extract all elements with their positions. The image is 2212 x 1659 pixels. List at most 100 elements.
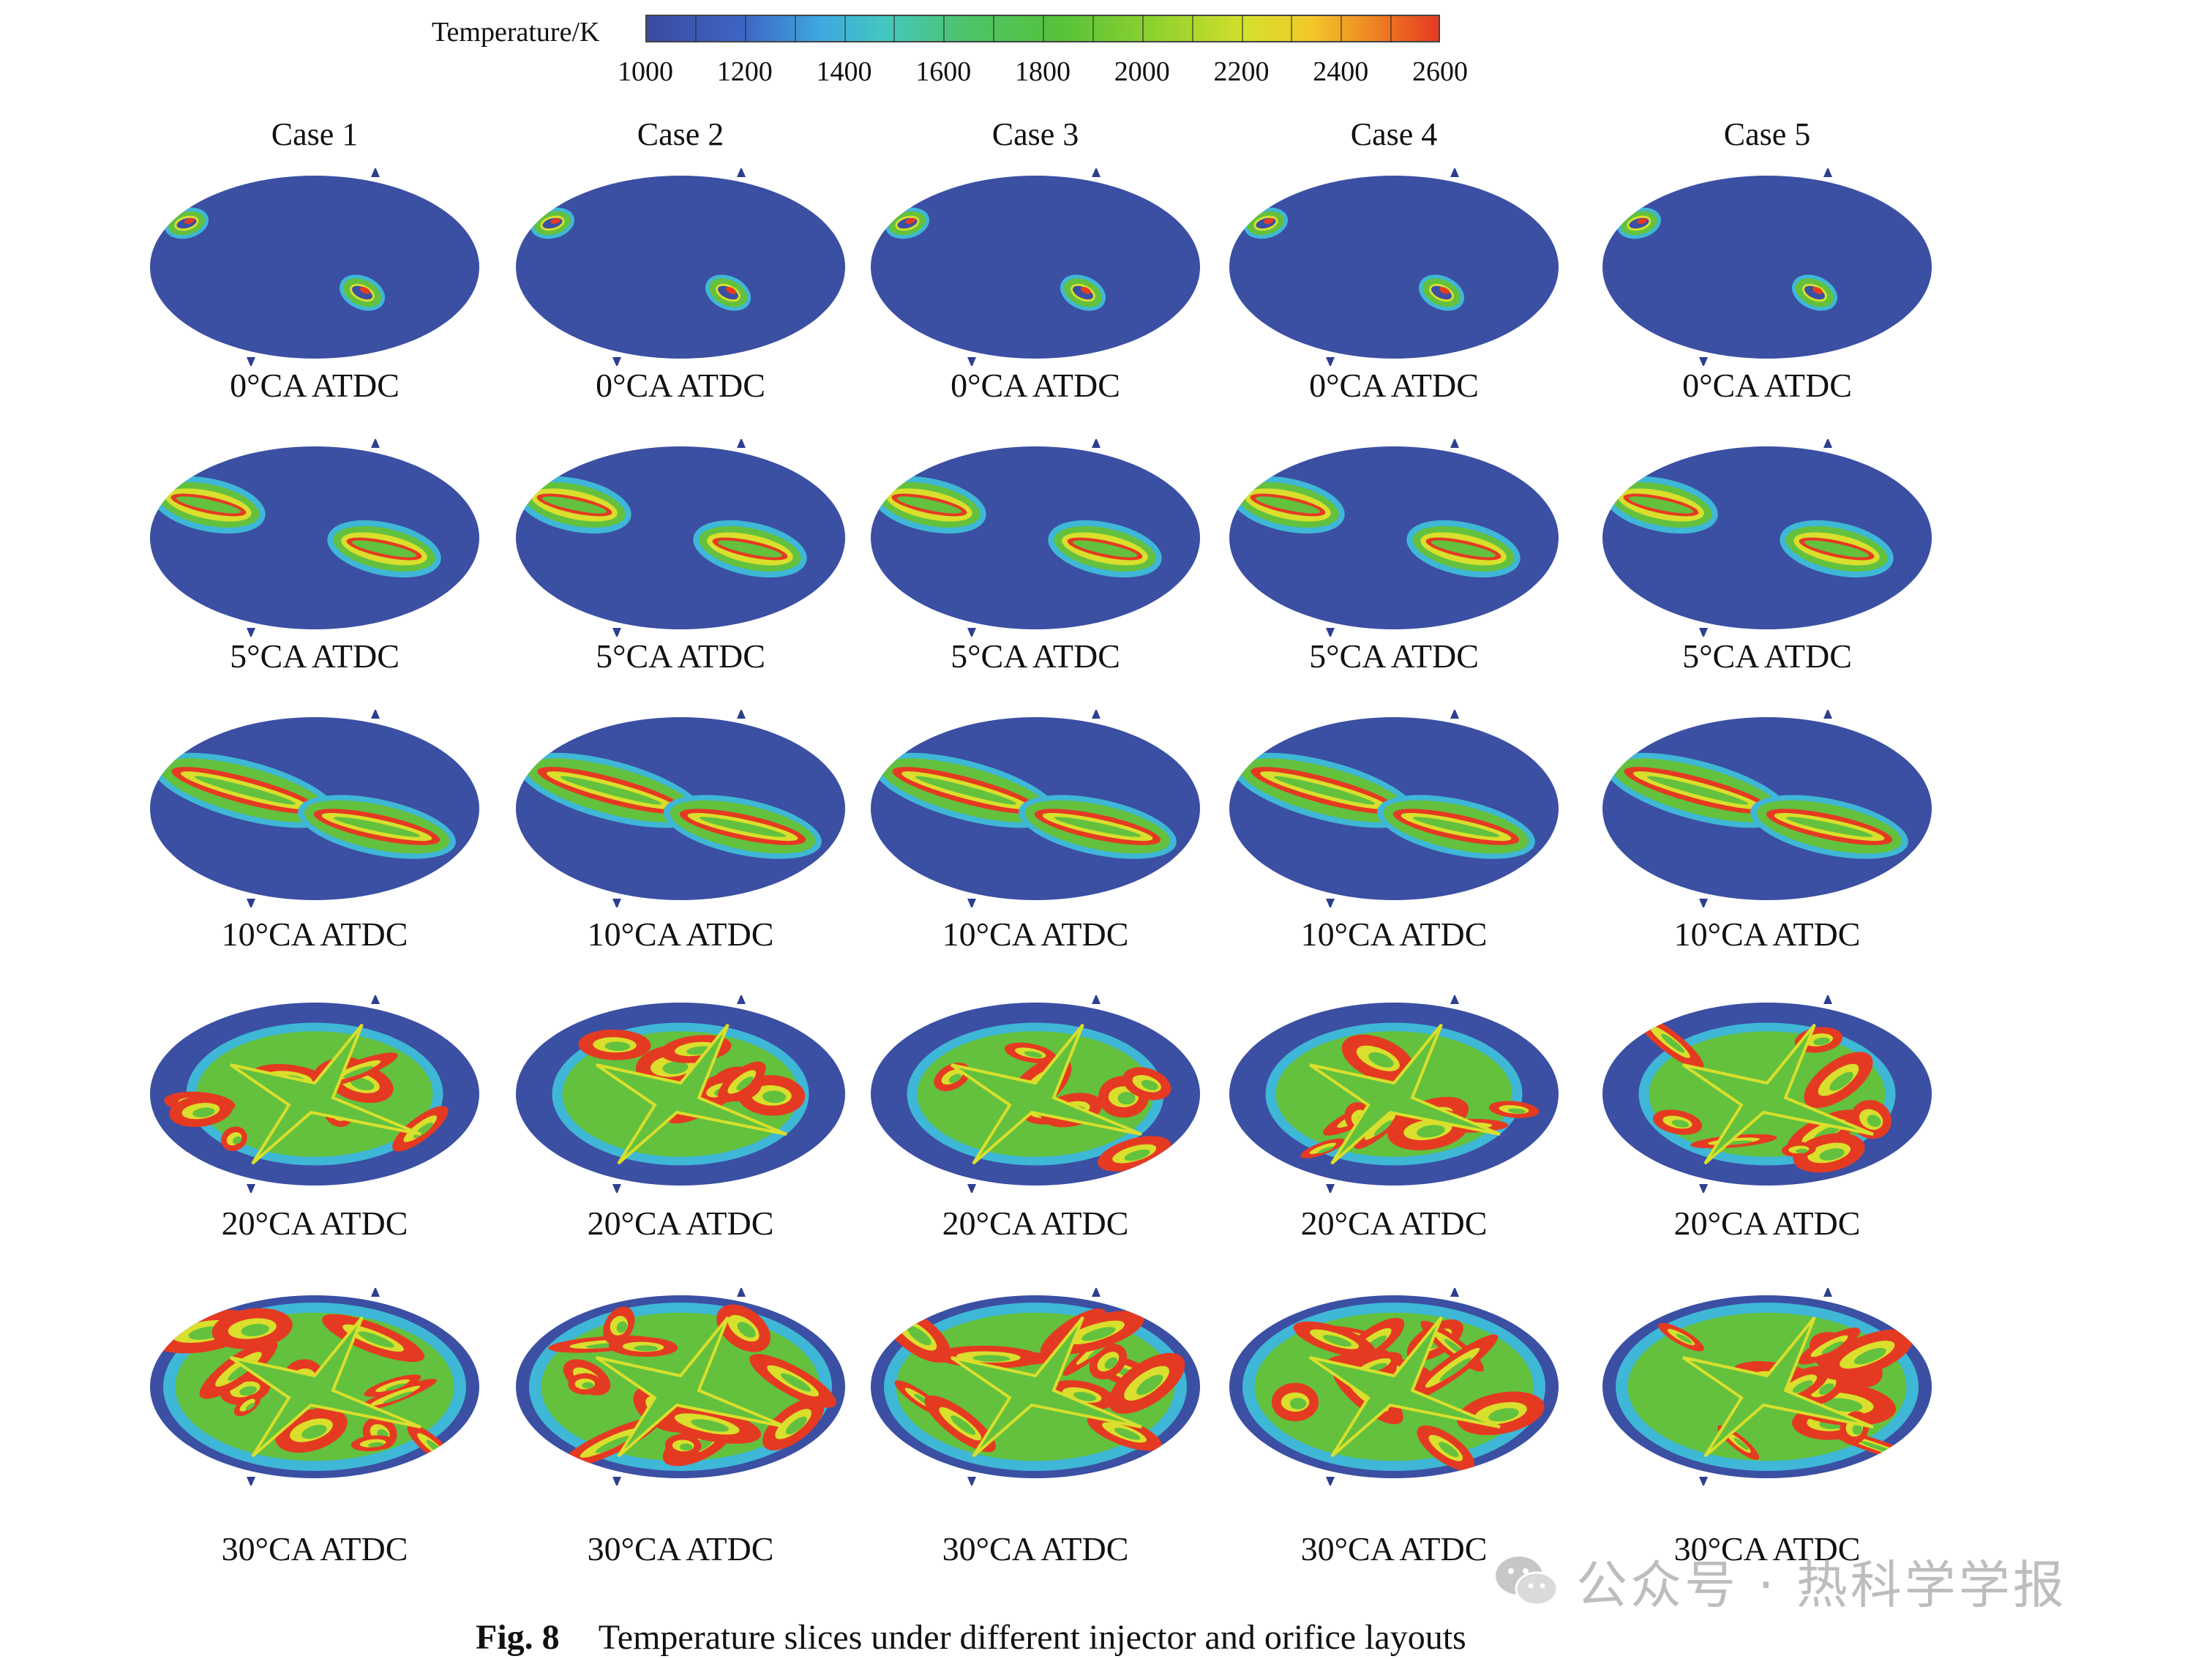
slice-cell	[509, 1288, 852, 1486]
crank-angle-label: 30°CA ATDC	[587, 1530, 774, 1568]
colorbar-division	[844, 15, 846, 42]
colorbar-division	[694, 15, 697, 42]
slice-cell	[509, 995, 852, 1193]
colorbar-division	[1191, 15, 1193, 42]
crank-angle-label: 10°CA ATDC	[942, 915, 1129, 953]
colorbar-division	[993, 15, 995, 42]
slice-cell	[509, 168, 852, 366]
figure-number: Fig. 8	[476, 1618, 560, 1657]
case-header: Case 2	[637, 116, 724, 152]
slice-cell	[143, 439, 487, 637]
colorbar-tick-label: 1600	[915, 56, 972, 87]
slice-cell	[1595, 439, 1939, 637]
temperature-slice-image	[871, 168, 1200, 366]
slice-cell	[509, 439, 852, 637]
crank-angle-label: 10°CA ATDC	[221, 915, 408, 953]
slice-cell	[1595, 1288, 1939, 1486]
crank-angle-label: 10°CA ATDC	[587, 915, 774, 953]
colorbar-division	[794, 15, 796, 42]
temperature-slice-image	[150, 710, 479, 907]
temperature-slice-image	[1602, 1288, 1932, 1486]
temperature-slice-image	[1602, 168, 1932, 366]
crank-angle-label: 5°CA ATDC	[596, 637, 765, 675]
crank-angle-label: 0°CA ATDC	[1682, 367, 1852, 404]
crank-angle-label: 30°CA ATDC	[942, 1530, 1129, 1568]
colorbar-division	[1291, 15, 1293, 42]
slice-cell	[863, 439, 1207, 637]
temperature-slice-image	[871, 710, 1200, 907]
slice-cell	[1222, 995, 1566, 1193]
slice-cell	[143, 168, 487, 366]
temperature-slice-image	[516, 710, 845, 907]
crank-angle-label: 0°CA ATDC	[596, 367, 765, 404]
crank-angle-label: 10°CA ATDC	[1673, 915, 1861, 953]
case-header: Case 4	[1350, 116, 1438, 152]
slice-cell	[1222, 710, 1566, 907]
temperature-slice-image	[1229, 995, 1559, 1193]
temperature-slice-image	[1229, 710, 1559, 907]
temperature-slice-image	[516, 1288, 845, 1486]
watermark: 公众号 · 热科学学报	[1493, 1544, 2067, 1618]
temperature-slice-image	[871, 439, 1200, 637]
watermark-text: 公众号 · 热科学学报	[1576, 1555, 2067, 1615]
slice-cell	[509, 710, 852, 907]
crank-angle-label: 0°CA ATDC	[230, 367, 400, 404]
crank-angle-label: 20°CA ATDC	[587, 1205, 774, 1242]
temperature-slice-image	[1602, 439, 1932, 637]
slice-cell	[143, 995, 487, 1193]
slice-cell	[1595, 995, 1939, 1193]
slice-cell	[1595, 710, 1939, 907]
colorbar-tick-label: 1000	[618, 56, 673, 87]
crank-angle-label: 30°CA ATDC	[1673, 1530, 1861, 1568]
colorbar-division	[893, 15, 896, 42]
temperature-slice-image	[1602, 995, 1932, 1193]
figure-caption: Fig. 8 Temperature slices under differen…	[476, 1617, 1466, 1658]
crank-angle-label: 10°CA ATDC	[1300, 915, 1488, 953]
case-header: Case 1	[271, 116, 359, 152]
colorbar-division	[1092, 15, 1094, 42]
crank-angle-label: 0°CA ATDC	[1309, 367, 1479, 404]
crank-angle-label: 20°CA ATDC	[1300, 1205, 1488, 1242]
colorbar-title: Temperature/K	[432, 17, 600, 48]
colorbar-tick-label: 1800	[1015, 56, 1071, 87]
crank-angle-label: 30°CA ATDC	[1300, 1530, 1488, 1568]
slice-cell	[863, 1288, 1207, 1486]
colorbar-division	[1141, 15, 1144, 42]
crank-angle-label: 5°CA ATDC	[1682, 637, 1852, 675]
slice-cell	[863, 710, 1207, 907]
slice-cell	[1595, 168, 1939, 366]
temperature-slice-image	[871, 1288, 1200, 1486]
temperature-slice-image	[150, 995, 479, 1193]
colorbar-tick-label: 2200	[1213, 56, 1270, 87]
crank-angle-label: 5°CA ATDC	[230, 637, 400, 675]
temperature-slice-image	[1229, 439, 1559, 637]
temperature-slice-image	[1229, 1288, 1559, 1486]
temperature-slice-image	[516, 995, 845, 1193]
colorbar-division	[1341, 15, 1343, 42]
colorbar-tick-label: 2400	[1313, 56, 1369, 87]
crank-angle-label: 20°CA ATDC	[221, 1205, 408, 1242]
colorbar-division	[1241, 15, 1243, 42]
colorbar-tick-label: 1200	[716, 56, 773, 87]
case-header: Case 3	[991, 116, 1079, 152]
figure-caption-text: Temperature slices under different injec…	[598, 1618, 1466, 1657]
colorbar-division	[1043, 15, 1044, 42]
slice-cell	[863, 168, 1207, 366]
colorbar-tick-label: 2000	[1114, 56, 1170, 87]
temperature-slice-image	[1229, 168, 1559, 366]
colorbar-tick-label: 2600	[1412, 56, 1468, 87]
crank-angle-label: 5°CA ATDC	[951, 637, 1120, 675]
temperature-slice-image	[516, 168, 845, 366]
slice-cell	[143, 710, 487, 907]
crank-angle-label: 20°CA ATDC	[1673, 1205, 1861, 1242]
crank-angle-label: 20°CA ATDC	[942, 1205, 1129, 1242]
temperature-slice-image	[1602, 710, 1932, 907]
crank-angle-label: 0°CA ATDC	[951, 367, 1120, 404]
slice-cell	[143, 1288, 487, 1486]
temperature-slice-image	[150, 439, 479, 637]
slice-cell	[863, 995, 1207, 1193]
colorbar-division	[744, 15, 746, 42]
colorbar-tick-label: 1400	[816, 56, 872, 87]
slice-cell	[1222, 168, 1566, 366]
temperature-slice-image	[516, 439, 845, 637]
